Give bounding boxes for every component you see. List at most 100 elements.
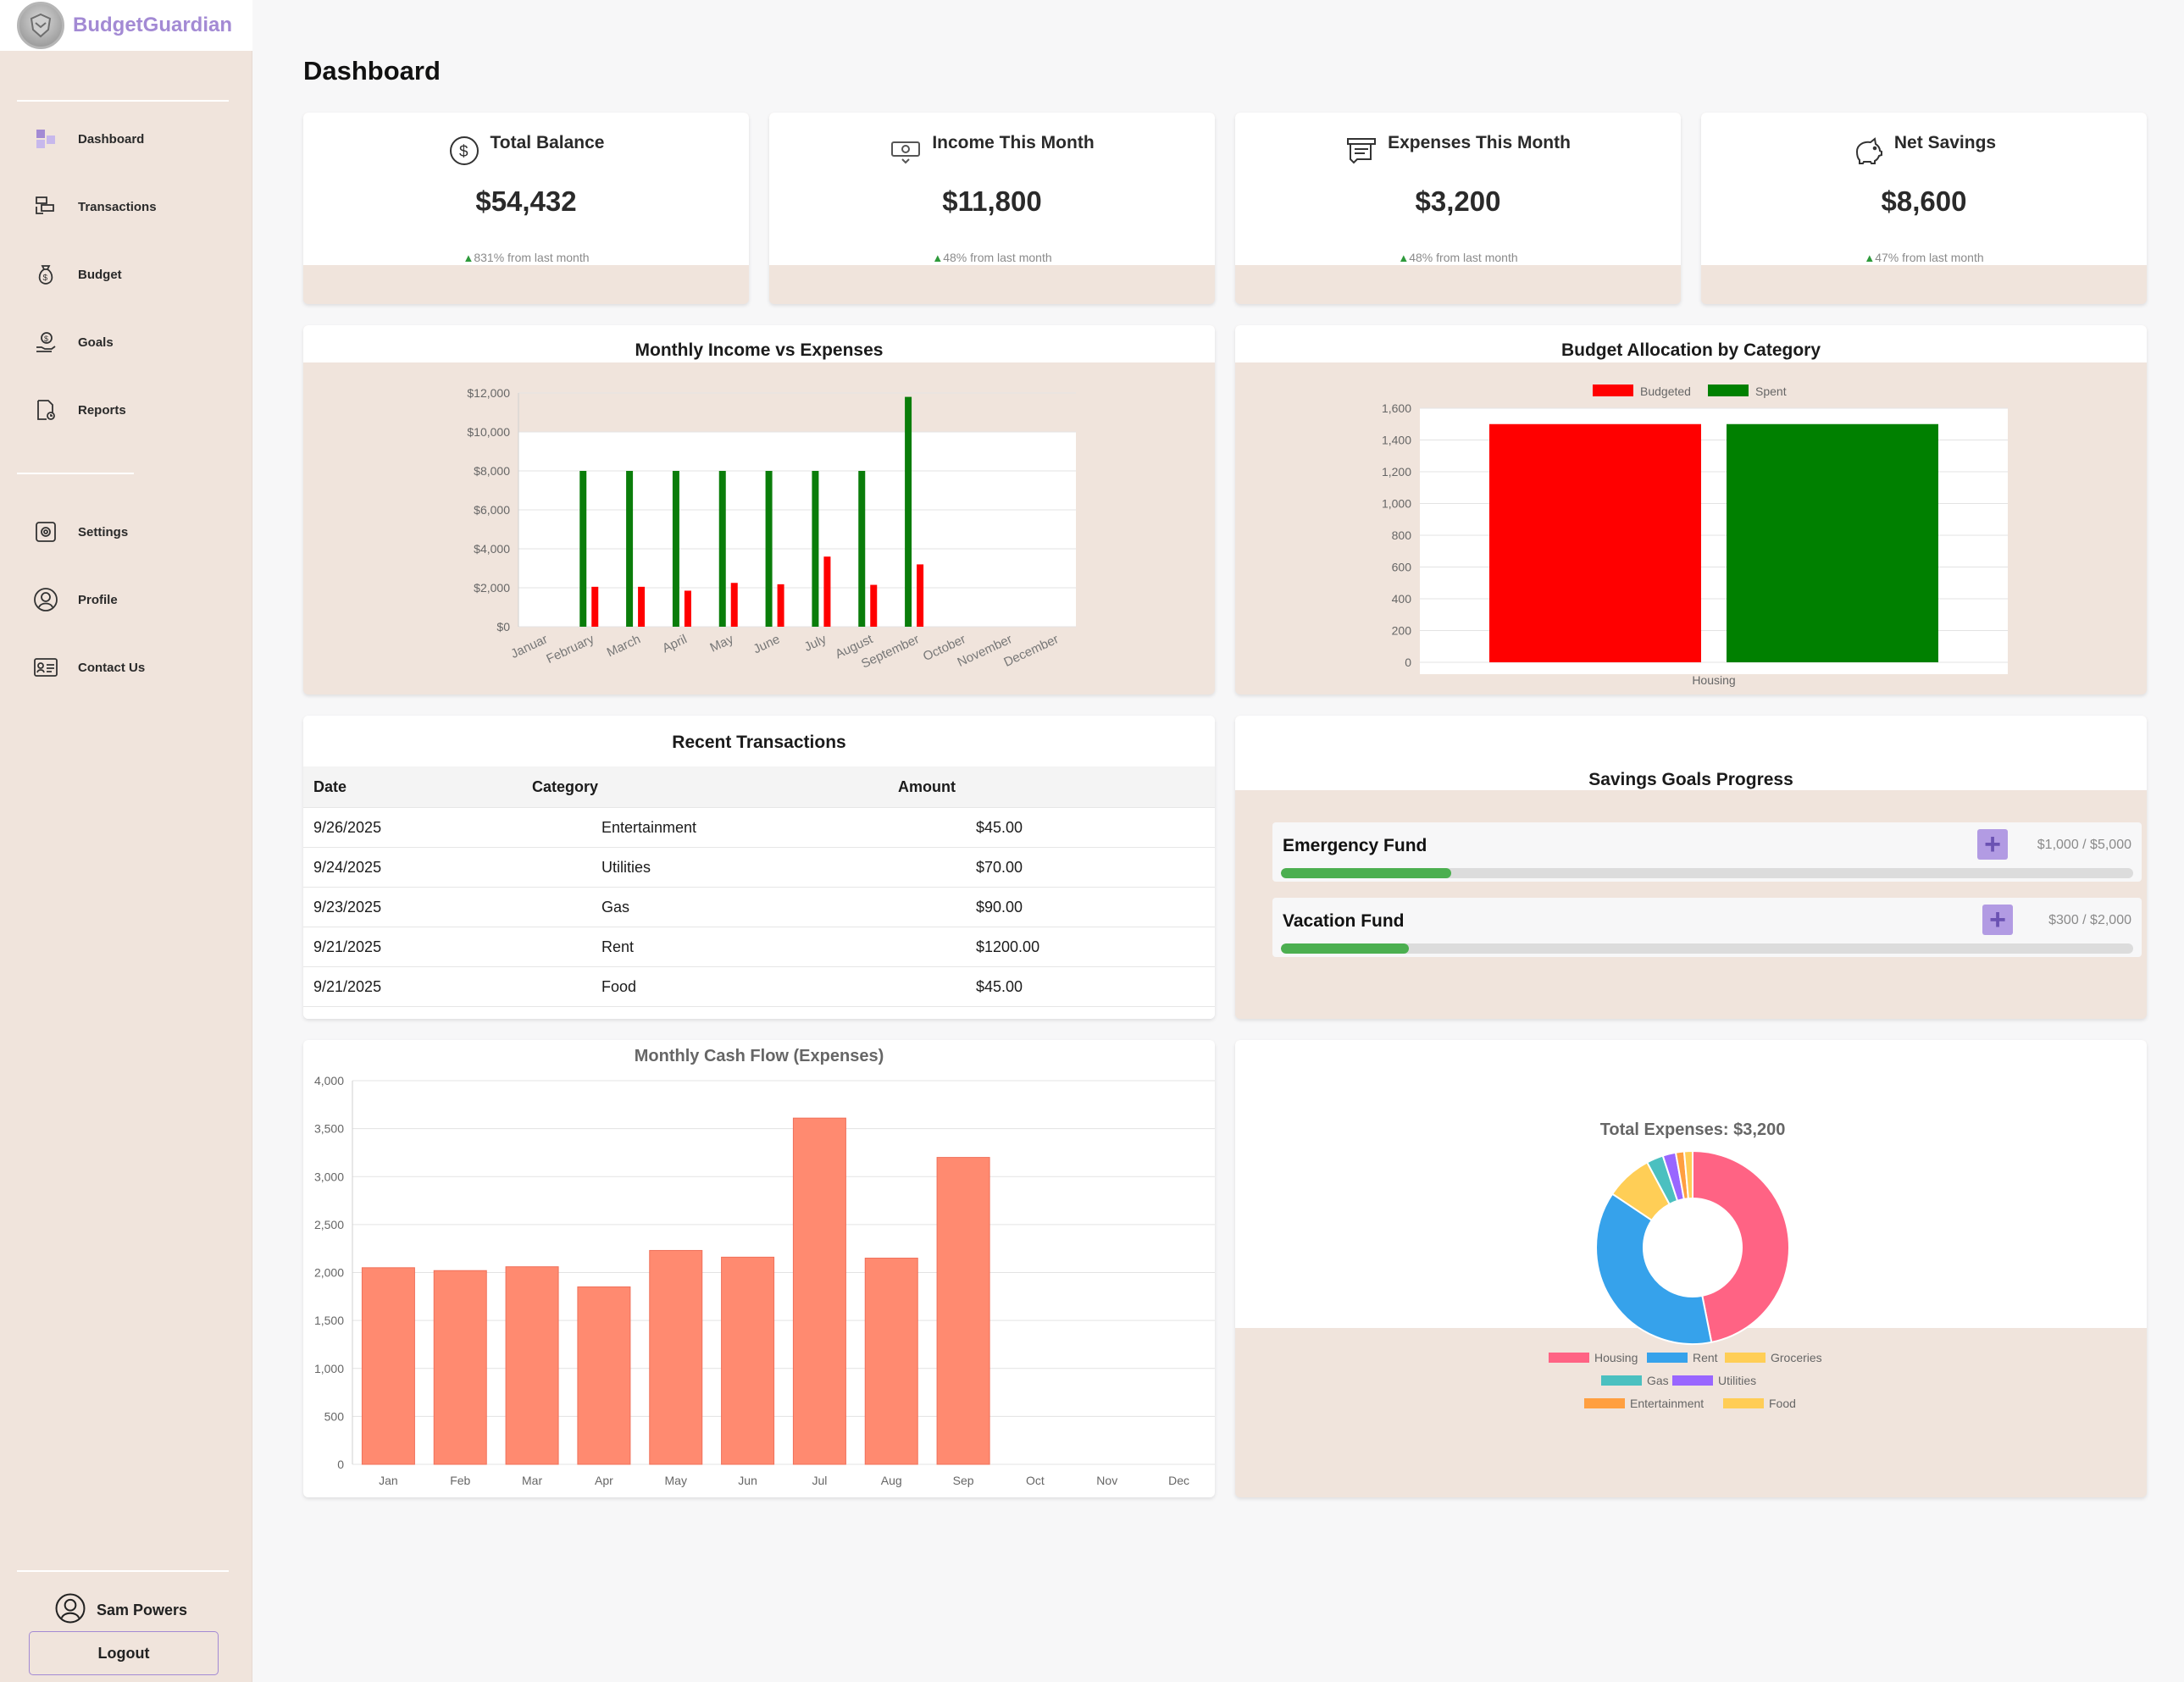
legend-swatch xyxy=(1725,1353,1765,1363)
x-tick-label: Housing xyxy=(1692,673,1735,687)
table-row[interactable]: 9/24/2025 Utilities $70.00 xyxy=(303,847,1215,887)
x-tick-label: Nov xyxy=(1096,1474,1117,1487)
legend-swatch xyxy=(1549,1353,1589,1363)
stat-value: $3,200 xyxy=(1415,185,1501,217)
income-bar xyxy=(718,471,726,627)
x-tick-label: May xyxy=(708,632,736,656)
sidebar-item-label: Budget xyxy=(78,267,122,282)
income-bar xyxy=(905,396,912,627)
sidebar-item-label: Goals xyxy=(78,335,114,350)
y-tick-label: 500 xyxy=(324,1409,345,1423)
up-arrow-icon: ▲ xyxy=(463,252,474,264)
goals-icon: $ xyxy=(32,329,59,356)
legend-label: Utilities xyxy=(1718,1374,1756,1387)
user-icon xyxy=(32,586,59,613)
y-tick-label: 1,500 xyxy=(314,1314,344,1327)
sidebar-item-profile[interactable]: Profile xyxy=(32,586,118,613)
expense-bar xyxy=(638,586,646,627)
cell-date: 9/21/2025 xyxy=(313,978,382,995)
sidebar-item-label: Transactions xyxy=(78,199,157,214)
x-tick-label: Feb xyxy=(450,1474,470,1487)
x-tick-label: February xyxy=(544,632,596,667)
cell-amount: $1200.00 xyxy=(976,938,1040,955)
cash-flow-bar xyxy=(577,1286,631,1465)
y-tick-label: $2,000 xyxy=(474,581,510,595)
legend-label: Housing xyxy=(1594,1351,1638,1364)
legend-label: Rent xyxy=(1693,1351,1718,1364)
y-tick-label: $8,000 xyxy=(474,464,510,478)
table-row[interactable]: 9/21/2025 Food $45.00 xyxy=(303,966,1215,1006)
y-tick-label: 1,200 xyxy=(1382,465,1411,479)
gear-icon xyxy=(32,518,59,545)
brand-header[interactable]: BudgetGuardian xyxy=(0,0,252,51)
expenses-breakdown-card: Total Expenses: $3,200 Housing Rent Groceri… xyxy=(1235,1040,2147,1497)
budget-allocation-chart: 0 200 400 600 800 1,000 1,200 1,400 1,600 Budgete… xyxy=(1382,385,2008,687)
expense-bar xyxy=(870,584,878,627)
column-header-category: Category xyxy=(532,778,599,795)
chart-title: Monthly Cash Flow (Expenses) xyxy=(635,1047,884,1065)
table-row[interactable]: 9/26/2025 Entertainment $45.00 xyxy=(303,807,1215,847)
table-row[interactable]: 9/23/2025 Gas $90.00 xyxy=(303,887,1215,927)
cash-flow-bar xyxy=(792,1117,846,1465)
y-tick-label: 800 xyxy=(1392,528,1412,542)
stat-card-total-balance: $ Total Balance $54,432 ▲831% from last … xyxy=(303,113,749,304)
x-tick-label: June xyxy=(751,632,783,656)
sidebar-item-reports[interactable]: Reports xyxy=(32,396,126,423)
table-row[interactable]: 9/21/2025 Rent $1200.00 xyxy=(303,927,1215,966)
goal-progress-fill xyxy=(1281,868,1452,878)
y-tick-label: 2,000 xyxy=(314,1266,344,1280)
x-tick-label: Jan xyxy=(379,1474,398,1487)
x-tick-label: Dec xyxy=(1168,1474,1189,1487)
stat-title: Net Savings xyxy=(1893,133,1997,152)
cash-flow-chart: Monthly Cash Flow (Expenses) 0 500 1,000 1,5… xyxy=(314,1047,1215,1487)
stat-card-income: Income This Month $11,800 ▲48% from last… xyxy=(769,113,1215,304)
transactions-title: Recent Transactions xyxy=(672,733,846,752)
x-tick-label: Mar xyxy=(522,1474,542,1487)
sidebar-item-dashboard[interactable]: Dashboard xyxy=(32,125,144,152)
sidebar-item-budget[interactable]: $ Budget xyxy=(32,261,122,288)
add-contribution-button[interactable]: + xyxy=(1977,829,2008,860)
cell-amount: $70.00 xyxy=(976,859,1023,876)
expense-bar xyxy=(591,586,599,627)
piggy-bank-icon xyxy=(1852,135,1884,167)
y-tick-label: $6,000 xyxy=(474,503,510,517)
stat-change: ▲48% from last month xyxy=(932,251,1052,264)
x-tick-label: Jun xyxy=(738,1474,757,1487)
sidebar-item-transactions[interactable]: Transactions xyxy=(32,193,157,220)
budget-bar-budgeted xyxy=(1489,423,1701,662)
stat-value: $11,800 xyxy=(942,185,1042,217)
sidebar: BudgetGuardian Dashboard Transactions $ … xyxy=(0,0,252,1682)
y-tick-label: $4,000 xyxy=(474,542,510,556)
sidebar-item-contact-us[interactable]: Contact Us xyxy=(32,654,145,681)
x-tick-label: April xyxy=(660,632,689,656)
sidebar-item-goals[interactable]: $ Goals xyxy=(32,329,114,356)
cell-amount: $90.00 xyxy=(976,899,1023,916)
y-tick-label: 600 xyxy=(1392,561,1412,574)
y-tick-label: 1,600 xyxy=(1382,401,1411,415)
x-tick-label: Sep xyxy=(953,1474,974,1487)
y-tick-label: $0 xyxy=(496,620,510,634)
money-bag-icon: $ xyxy=(32,261,59,288)
cash-flow-bar xyxy=(864,1258,918,1465)
expense-bar xyxy=(917,564,924,627)
y-tick-label: 1,000 xyxy=(1382,497,1411,511)
stat-value: $8,600 xyxy=(1881,185,1967,217)
legend-label: Gas xyxy=(1647,1374,1669,1387)
stat-title: Total Balance xyxy=(490,133,605,152)
x-tick-label: Apr xyxy=(595,1474,613,1487)
cell-date: 9/21/2025 xyxy=(313,938,382,955)
stat-card-expenses: Expenses This Month $3,200 ▲48% from las… xyxy=(1235,113,1681,304)
user-name: Sam Powers xyxy=(97,1602,188,1618)
current-user[interactable]: Sam Powers xyxy=(54,1592,187,1629)
x-tick-label: Jul xyxy=(812,1474,827,1487)
logout-button[interactable]: Logout xyxy=(29,1631,219,1675)
sidebar-item-settings[interactable]: Settings xyxy=(32,518,128,545)
stat-change: ▲47% from last month xyxy=(1864,251,1984,264)
income-bar xyxy=(672,471,679,627)
cell-category: Entertainment xyxy=(601,819,697,836)
add-contribution-button[interactable]: + xyxy=(1982,905,2013,935)
column-header-date: Date xyxy=(313,778,347,795)
cash-flow-bar xyxy=(361,1267,415,1465)
dollar-icon: $ xyxy=(448,135,480,167)
legend-swatch xyxy=(1723,1398,1764,1408)
